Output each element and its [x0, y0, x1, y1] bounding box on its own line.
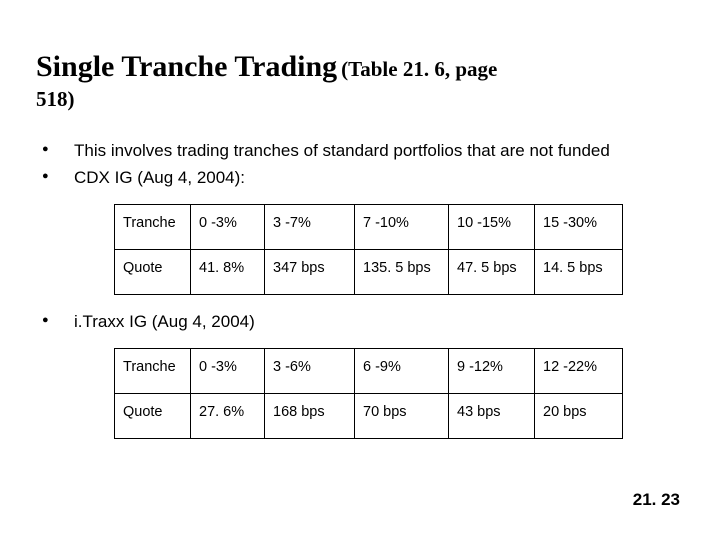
bullet-item: This involves trading tranches of standa…	[40, 140, 684, 163]
cdx-table: Tranche 0 -3% 3 -7% 7 -10% 10 -15% 15 -3…	[114, 204, 623, 295]
title-main: Single Tranche Trading	[36, 50, 337, 83]
itraxx-table-wrap: Tranche 0 -3% 3 -6% 6 -9% 9 -12% 12 -22%…	[114, 348, 684, 439]
table-cell: Quote	[115, 249, 191, 294]
bullet-item: i.Traxx IG (Aug 4, 2004)	[40, 311, 684, 334]
table-cell: 3 -6%	[265, 348, 355, 393]
table-cell: 6 -9%	[355, 348, 449, 393]
table-cell: Quote	[115, 393, 191, 438]
bullet-text: i.Traxx IG (Aug 4, 2004)	[74, 312, 255, 331]
page-number: 21. 23	[633, 490, 680, 510]
slide-title: Single Tranche Trading (Table 21. 6, pag…	[36, 48, 684, 112]
table-row: Tranche 0 -3% 3 -6% 6 -9% 9 -12% 12 -22%	[115, 348, 623, 393]
table-cell: 47. 5 bps	[449, 249, 535, 294]
table-cell: 135. 5 bps	[355, 249, 449, 294]
bullet-text: This involves trading tranches of standa…	[74, 141, 610, 160]
title-sub-1: (Table 21. 6, page	[341, 57, 497, 81]
table-cell: 3 -7%	[265, 204, 355, 249]
table-cell: 15 -30%	[535, 204, 623, 249]
table-cell: 43 bps	[449, 393, 535, 438]
table-cell: 347 bps	[265, 249, 355, 294]
bullet-list-mid: i.Traxx IG (Aug 4, 2004)	[40, 311, 684, 334]
table-row: Quote 41. 8% 347 bps 135. 5 bps 47. 5 bp…	[115, 249, 623, 294]
table-cell: 168 bps	[265, 393, 355, 438]
table-cell: 27. 6%	[191, 393, 265, 438]
bullet-item: CDX IG (Aug 4, 2004):	[40, 167, 684, 190]
table-cell: 14. 5 bps	[535, 249, 623, 294]
cdx-table-wrap: Tranche 0 -3% 3 -7% 7 -10% 10 -15% 15 -3…	[114, 204, 684, 295]
table-cell: Tranche	[115, 204, 191, 249]
bullet-list-top: This involves trading tranches of standa…	[40, 140, 684, 190]
bullet-text: CDX IG (Aug 4, 2004):	[74, 168, 245, 187]
itraxx-table: Tranche 0 -3% 3 -6% 6 -9% 9 -12% 12 -22%…	[114, 348, 623, 439]
title-sub-2: 518)	[36, 87, 75, 111]
table-row: Tranche 0 -3% 3 -7% 7 -10% 10 -15% 15 -3…	[115, 204, 623, 249]
table-cell: Tranche	[115, 348, 191, 393]
table-cell: 7 -10%	[355, 204, 449, 249]
table-cell: 20 bps	[535, 393, 623, 438]
table-cell: 41. 8%	[191, 249, 265, 294]
table-cell: 70 bps	[355, 393, 449, 438]
table-cell: 0 -3%	[191, 204, 265, 249]
table-cell: 9 -12%	[449, 348, 535, 393]
table-row: Quote 27. 6% 168 bps 70 bps 43 bps 20 bp…	[115, 393, 623, 438]
table-cell: 0 -3%	[191, 348, 265, 393]
table-cell: 12 -22%	[535, 348, 623, 393]
table-cell: 10 -15%	[449, 204, 535, 249]
